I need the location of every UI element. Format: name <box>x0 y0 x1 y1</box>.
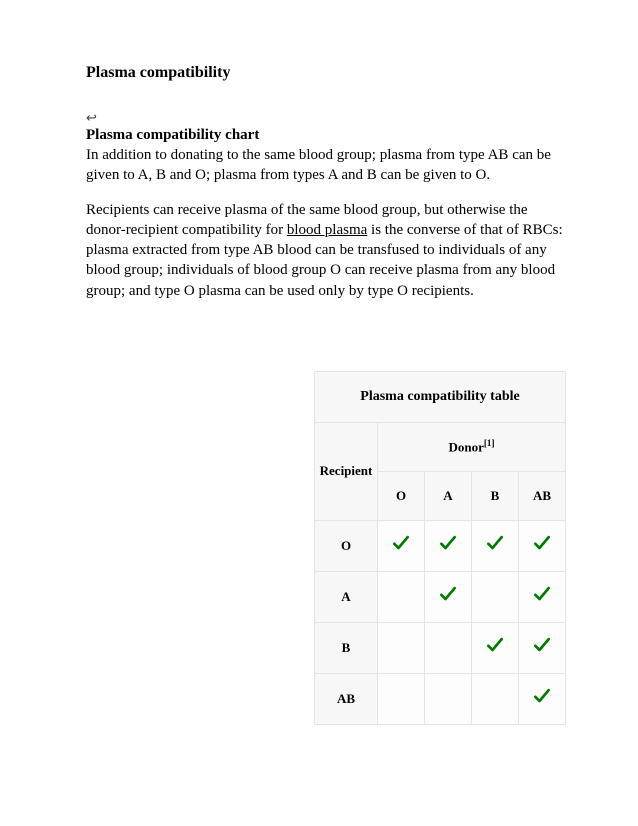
table-row: A <box>315 571 566 622</box>
donor-label: Donor <box>449 440 484 455</box>
recipient-A: A <box>315 571 378 622</box>
check-icon <box>532 584 552 604</box>
table-title: Plasma compatibility table <box>315 371 566 422</box>
cell-AB-A <box>425 673 472 724</box>
check-icon <box>485 635 505 655</box>
plasma-compatibility-table: Plasma compatibility table Recipient Don… <box>314 371 566 725</box>
table-row: AB <box>315 673 566 724</box>
check-icon <box>391 533 411 553</box>
donor-col-AB: AB <box>519 471 566 520</box>
check-icon <box>532 635 552 655</box>
intro-paragraph-2: Recipients can receive plasma of the sam… <box>86 200 566 301</box>
table-row: B <box>315 622 566 673</box>
donor-header: Donor[1] <box>378 422 566 471</box>
donor-col-B: B <box>472 471 519 520</box>
cell-AB-AB <box>519 673 566 724</box>
table-row: O <box>315 520 566 571</box>
cell-A-O <box>378 571 425 622</box>
recipient-O: O <box>315 520 378 571</box>
cell-B-A <box>425 622 472 673</box>
donor-sup: [1] <box>484 438 495 448</box>
cell-AB-O <box>378 673 425 724</box>
cell-B-B <box>472 622 519 673</box>
cell-AB-B <box>472 673 519 724</box>
check-icon <box>485 533 505 553</box>
cell-A-B <box>472 571 519 622</box>
check-icon <box>532 533 552 553</box>
cell-B-AB <box>519 622 566 673</box>
sub-icon: ↩ <box>86 110 566 126</box>
recipient-header: Recipient <box>315 422 378 520</box>
cell-A-AB <box>519 571 566 622</box>
recipient-B: B <box>315 622 378 673</box>
cell-B-O <box>378 622 425 673</box>
cell-O-AB <box>519 520 566 571</box>
cell-O-B <box>472 520 519 571</box>
check-icon <box>438 584 458 604</box>
donor-col-O: O <box>378 471 425 520</box>
cell-O-A <box>425 520 472 571</box>
check-icon <box>532 686 552 706</box>
intro-paragraph-1: In addition to donating to the same bloo… <box>86 145 566 186</box>
cell-O-O <box>378 520 425 571</box>
chart-subheading: Plasma compatibility chart <box>86 126 566 146</box>
blood-plasma-link[interactable]: blood plasma <box>287 222 367 238</box>
recipient-AB: AB <box>315 673 378 724</box>
check-icon <box>438 533 458 553</box>
donor-col-A: A <box>425 471 472 520</box>
page-title: Plasma compatibility <box>86 64 566 82</box>
cell-A-A <box>425 571 472 622</box>
